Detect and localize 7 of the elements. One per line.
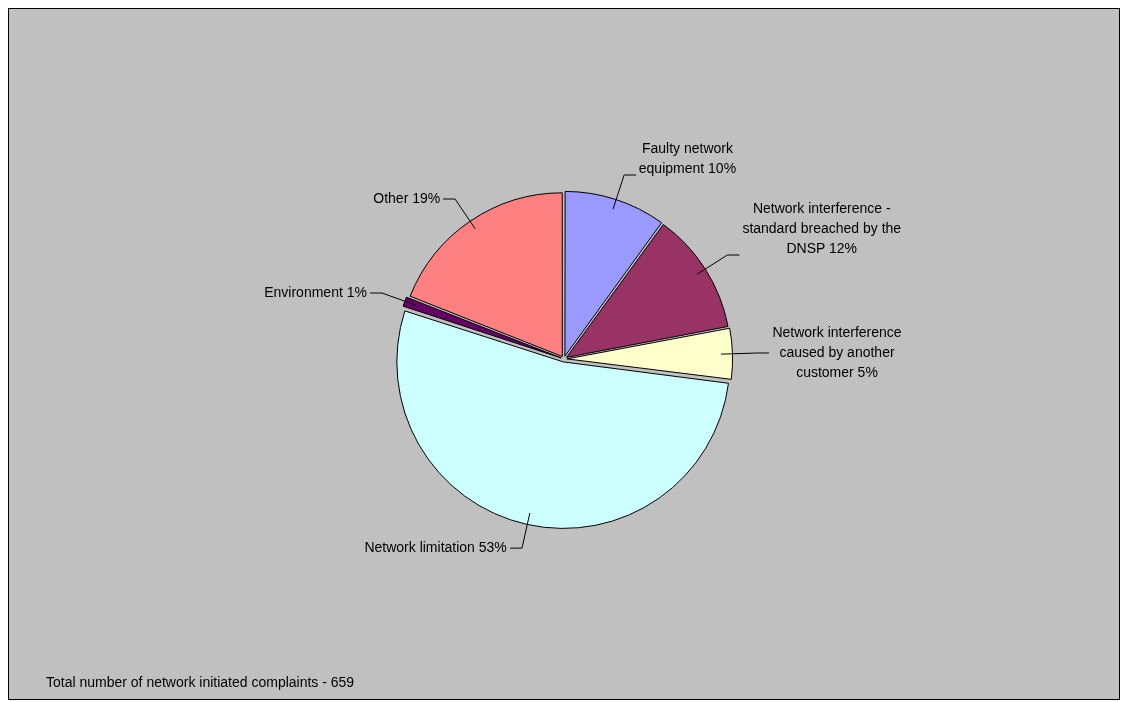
slice-label: Environment 1% [264, 284, 367, 301]
slice-label: Network interference - standard breached by the DNSP 12% [742, 200, 902, 257]
text: Total number of network initiated complaints - 659 [46, 674, 355, 690]
slice-label: Other 19% [373, 189, 441, 206]
slice-label: Network limitation 53% [364, 538, 507, 555]
slice-label: Network interference caused by another customer 5% [772, 323, 902, 380]
slice-label: Faulty network equipment 10% [638, 139, 737, 176]
